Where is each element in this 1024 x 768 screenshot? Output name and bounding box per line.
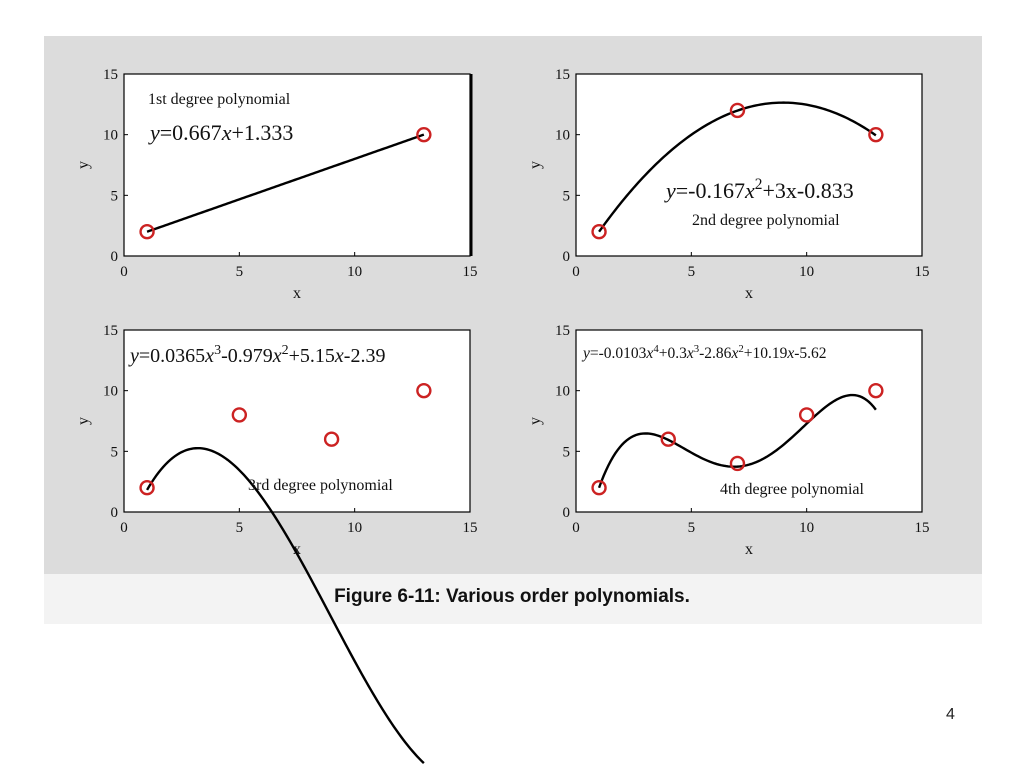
x-tick-label: 0 [120, 520, 128, 536]
x-tick-label: 5 [688, 264, 696, 280]
x-tick-label: 0 [572, 264, 580, 280]
data-point-marker [660, 431, 676, 447]
data-point-marker [231, 407, 248, 423]
y-tick-label: 5 [563, 444, 571, 460]
y-axis-label: y [75, 161, 92, 169]
y-axis-label: y [527, 417, 544, 425]
y-tick-label: 10 [555, 384, 570, 400]
y-tick-label: 5 [111, 188, 119, 204]
data-point-marker [729, 455, 746, 472]
x-tick-label: 15 [463, 264, 478, 280]
y-tick-label: 15 [103, 323, 118, 339]
x-tick-label: 0 [120, 264, 128, 280]
data-point-marker [323, 431, 340, 447]
x-tick-label: 10 [799, 520, 814, 536]
x-axis-label: x [745, 541, 753, 558]
chart-title: 3rd degree polynomial [248, 477, 393, 494]
plot-area [123, 329, 471, 513]
y-tick-label: 5 [563, 188, 571, 204]
data-point-marker [139, 480, 155, 496]
data-point-marker [729, 102, 746, 119]
data-point-marker [868, 382, 884, 399]
x-axis-label: x [293, 541, 301, 558]
y-tick-label: 5 [111, 444, 119, 460]
y-tick-label: 15 [555, 323, 570, 339]
y-tick-label: 0 [563, 505, 571, 521]
x-tick-label: 5 [688, 520, 696, 536]
plot-area [575, 329, 923, 513]
fit-equation: y=0.0365x3-0.979x2+5.15x-2.39 [128, 343, 385, 367]
y-tick-label: 15 [103, 67, 118, 83]
y-axis-label: y [75, 417, 92, 425]
data-point-marker [416, 382, 432, 399]
x-tick-label: 5 [236, 264, 244, 280]
y-tick-label: 0 [111, 249, 119, 265]
chart-title: 2nd degree polynomial [692, 212, 840, 229]
y-tick-label: 10 [103, 128, 118, 144]
fit-equation: y=-0.0103x4+0.3x3-2.86x2+10.19x-5.62 [581, 343, 827, 362]
y-tick-label: 10 [555, 128, 570, 144]
caption-strip [44, 574, 982, 624]
x-axis-label: x [745, 285, 753, 302]
chart-title: 4th degree polynomial [720, 481, 865, 498]
x-tick-label: 10 [347, 520, 362, 536]
x-axis-label: x [293, 285, 301, 302]
data-point-marker [591, 224, 607, 240]
y-tick-label: 0 [563, 249, 571, 265]
fit-curve [146, 446, 425, 765]
plot-area [575, 73, 923, 257]
fit-equation: y=-0.167x2+3x-0.833 [664, 176, 854, 203]
x-tick-label: 10 [799, 264, 814, 280]
plot-area [123, 73, 471, 257]
data-point-marker [868, 126, 884, 143]
x-tick-label: 15 [915, 264, 930, 280]
data-point-marker [139, 224, 155, 240]
data-point-marker [591, 480, 607, 496]
data-point-marker [798, 407, 815, 423]
fit-equation: y=0.667x+1.333 [148, 120, 293, 145]
x-tick-label: 0 [572, 520, 580, 536]
x-tick-label: 10 [347, 264, 362, 280]
x-tick-label: 15 [915, 520, 930, 536]
data-point-marker [416, 126, 432, 143]
y-axis-label: y [527, 161, 544, 169]
x-tick-label: 15 [463, 520, 478, 536]
y-tick-label: 0 [111, 505, 119, 521]
y-tick-label: 15 [555, 67, 570, 83]
x-tick-label: 5 [236, 520, 244, 536]
y-tick-label: 10 [103, 384, 118, 400]
fit-curve [146, 133, 425, 233]
chart-title: 1st degree polynomial [148, 91, 291, 108]
fit-curve [598, 101, 877, 233]
figure-caption: Figure 6-11: Various order polynomials. [334, 586, 690, 607]
page-number: 4 [946, 706, 955, 723]
fit-curve [597, 393, 877, 489]
